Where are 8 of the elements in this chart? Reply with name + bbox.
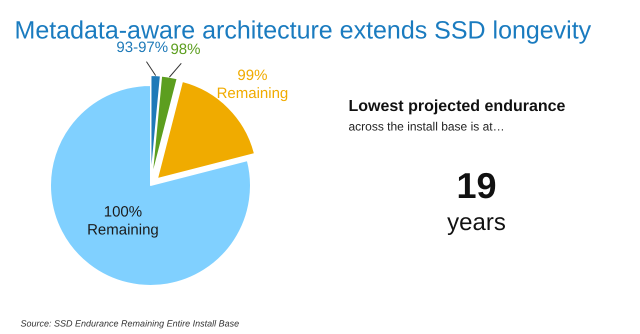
text: Lowest projected endurance <box>348 98 566 115</box>
slice-label: 100% Remaining <box>87 204 159 239</box>
slice-label: 99% Remaining <box>216 67 288 102</box>
source-note: Source: SSD Endurance Remaining Entire Install Base <box>20 318 240 328</box>
text: across the install base is at… <box>348 120 505 134</box>
slice-label: 98% <box>170 40 200 58</box>
text: 19 <box>456 165 497 206</box>
text: years <box>447 209 506 236</box>
